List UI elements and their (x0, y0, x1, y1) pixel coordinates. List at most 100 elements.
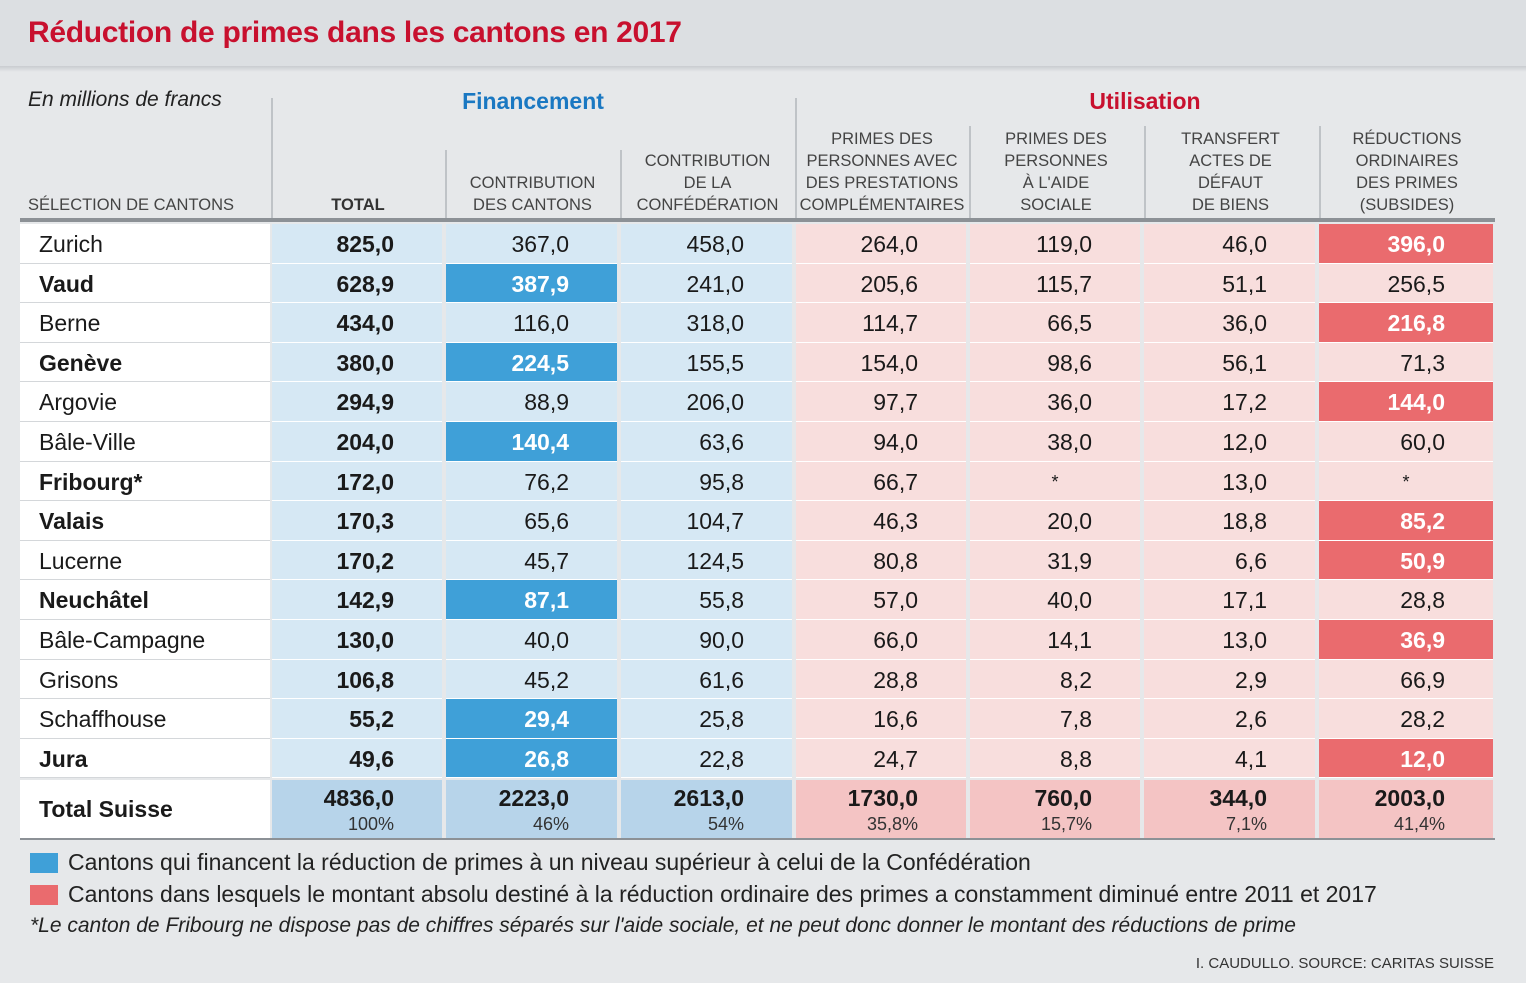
cell-total: 172,0 (272, 461, 442, 502)
cell-defaut-biens: 18,8 (1144, 501, 1315, 541)
cell-total: 825,0 (272, 224, 442, 264)
total-percent: 7,1% (1225, 814, 1267, 834)
column-header-line: ORDINAIRES (1355, 152, 1459, 170)
column-header-line: DE BIENS (1191, 196, 1270, 214)
header-separator (969, 126, 971, 218)
column-header-total: TOTAL (272, 120, 444, 216)
cell-canton: Argovie (20, 382, 270, 422)
cell-pc: 24,7 (796, 738, 966, 779)
cell-aide-sociale: 8,2 (970, 659, 1140, 700)
cell-aide-sociale: 31,9 (970, 540, 1140, 581)
column-header-defaut-biens: TRANSFERT ACTES DE DÉFAUT DE BIENS (1144, 120, 1317, 216)
cell-confederation: 241,0 (621, 263, 792, 304)
cell-aide-sociale: 115,7 (970, 263, 1140, 304)
total-percent: 41,4% (1393, 814, 1445, 834)
cell-defaut-biens: 17,1 (1144, 580, 1315, 620)
cell-cantons: 29,4 (446, 699, 617, 739)
title-bar (0, 0, 1526, 66)
cell-pc: 97,7 (796, 382, 966, 422)
cell-defaut-biens: 13,0 (1144, 620, 1315, 660)
cell-pc: 57,0 (796, 580, 966, 620)
cell-canton: Vaud (20, 263, 270, 304)
column-header-line: DES PRESTATIONS (805, 174, 959, 192)
total-percent: 35,8% (866, 814, 918, 834)
cell-defaut-biens: 13,0 (1144, 461, 1315, 502)
cell-total: 170,3 (272, 501, 442, 541)
cell-pc: 66,0 (796, 620, 966, 660)
cell-aide-sociale: 98,6 (970, 342, 1140, 383)
cell-total: 106,8 (272, 659, 442, 700)
table-row: Vaud 628,9 387,9 241,0 205,6 115,7 51,1 256,5 (20, 263, 1495, 304)
column-header-line: SÉLECTION DE CANTONS (28, 196, 234, 214)
cell-total: 170,2 (272, 540, 442, 581)
cell-confederation: 318,0 (621, 303, 792, 343)
cell-total: 55,2 (272, 699, 442, 739)
cell-confederation: 25,8 (621, 699, 792, 739)
cell-defaut-biens: 2,9 (1144, 659, 1315, 700)
source-credit: I. CAUDULLO. SOURCE: CARITAS SUISSE (1195, 955, 1494, 972)
cell-defaut-biens: 4,1 (1144, 738, 1315, 779)
cell-cantons: 224,5 (446, 342, 617, 383)
column-header-line: PRIMES DES (1005, 130, 1107, 148)
cell-cantons: 367,0 (446, 224, 617, 264)
legend-label-red: Cantons dans lesquels le montant absolu … (68, 881, 1377, 907)
cell-defaut-biens: 36,0 (1144, 303, 1315, 343)
total-cell-pc: 1730,0 35,8% (796, 780, 966, 838)
column-header-line: DÉFAUT (1197, 174, 1264, 192)
column-header-line: ACTES DE (1189, 152, 1272, 170)
cell-aide-sociale: 119,0 (970, 224, 1140, 264)
cell-defaut-biens: 17,2 (1144, 382, 1315, 422)
cell-reductions: 28,2 (1319, 699, 1493, 739)
table-row: Berne 434,0 116,0 318,0 114,7 66,5 36,0 216,8 (20, 303, 1495, 343)
cell-canton: Schaffhouse (20, 699, 270, 739)
cell-confederation: 22,8 (621, 738, 792, 779)
total-value: 1730,0 (847, 785, 918, 811)
cell-canton: Zurich (20, 224, 270, 264)
cell-pc: 154,0 (796, 342, 966, 383)
cell-confederation: 104,7 (621, 501, 792, 541)
cell-reductions: 256,5 (1319, 263, 1493, 304)
column-header-line: CONTRIBUTION (644, 152, 771, 170)
group-header-utilisation: Utilisation (1089, 88, 1201, 114)
column-header-line: DE LA (683, 174, 732, 192)
table-row: Valais 170,3 65,6 104,7 46,3 20,0 18,8 85,2 (20, 501, 1495, 541)
header-separator (445, 150, 447, 218)
cell-cantons: 87,1 (446, 580, 617, 620)
cell-reductions: 66,9 (1319, 659, 1493, 700)
cell-reductions: * (1319, 461, 1493, 502)
table-row: Bâle-Campagne 130,0 40,0 90,0 66,0 14,1 13,0 36… (20, 620, 1495, 660)
cell-confederation: 55,8 (621, 580, 792, 620)
column-header-reductions: RÉDUCTIONS ORDINAIRES DES PRIMES (SUBSIDES) (1319, 120, 1495, 216)
legend-label-blue: Cantons qui financent la réduction de pr… (68, 849, 1031, 875)
total-cell-aide-sociale: 760,0 15,7% (970, 780, 1140, 838)
cell-canton: Valais (20, 501, 270, 541)
header-separator (1144, 126, 1146, 218)
cell-reductions: 60,0 (1319, 422, 1493, 462)
column-header-confederation: CONTRIBUTION DE LA CONFÉDÉRATION (621, 120, 794, 216)
cell-defaut-biens: 6,6 (1144, 540, 1315, 581)
column-header-line: PERSONNES AVEC (806, 152, 958, 170)
column-header-line: TRANSFERT (1181, 130, 1280, 148)
cell-pc: 16,6 (796, 699, 966, 739)
cell-pc: 264,0 (796, 224, 966, 264)
cell-defaut-biens: 56,1 (1144, 342, 1315, 383)
cell-total: 204,0 (272, 422, 442, 462)
column-header-pc: PRIMES DES PERSONNES AVEC DES PRESTATIONS C… (796, 120, 968, 216)
cell-cantons: 387,9 (446, 263, 617, 304)
header-separator (620, 150, 622, 218)
cell-canton: Bâle-Ville (20, 422, 270, 462)
cell-reductions: 28,8 (1319, 580, 1493, 620)
cell-pc: 46,3 (796, 501, 966, 541)
table-row: Bâle-Ville 204,0 140,4 63,6 94,0 38,0 12,0 60,0 (20, 422, 1495, 462)
cell-cantons: 116,0 (446, 303, 617, 343)
cell-total: 142,9 (272, 580, 442, 620)
total-value: 2003,0 (1374, 785, 1445, 811)
column-header-line: (SUBSIDES) (1359, 196, 1455, 214)
table-row: Grisons 106,8 45,2 61,6 28,8 8,2 2,9 66,9 (20, 659, 1495, 700)
cell-confederation: 95,8 (621, 461, 792, 502)
cell-confederation: 90,0 (621, 620, 792, 660)
cell-confederation: 124,5 (621, 540, 792, 581)
header-separator (271, 98, 273, 218)
column-header-line: RÉDUCTIONS (1352, 130, 1462, 148)
cell-canton: Neuchâtel (20, 580, 270, 620)
